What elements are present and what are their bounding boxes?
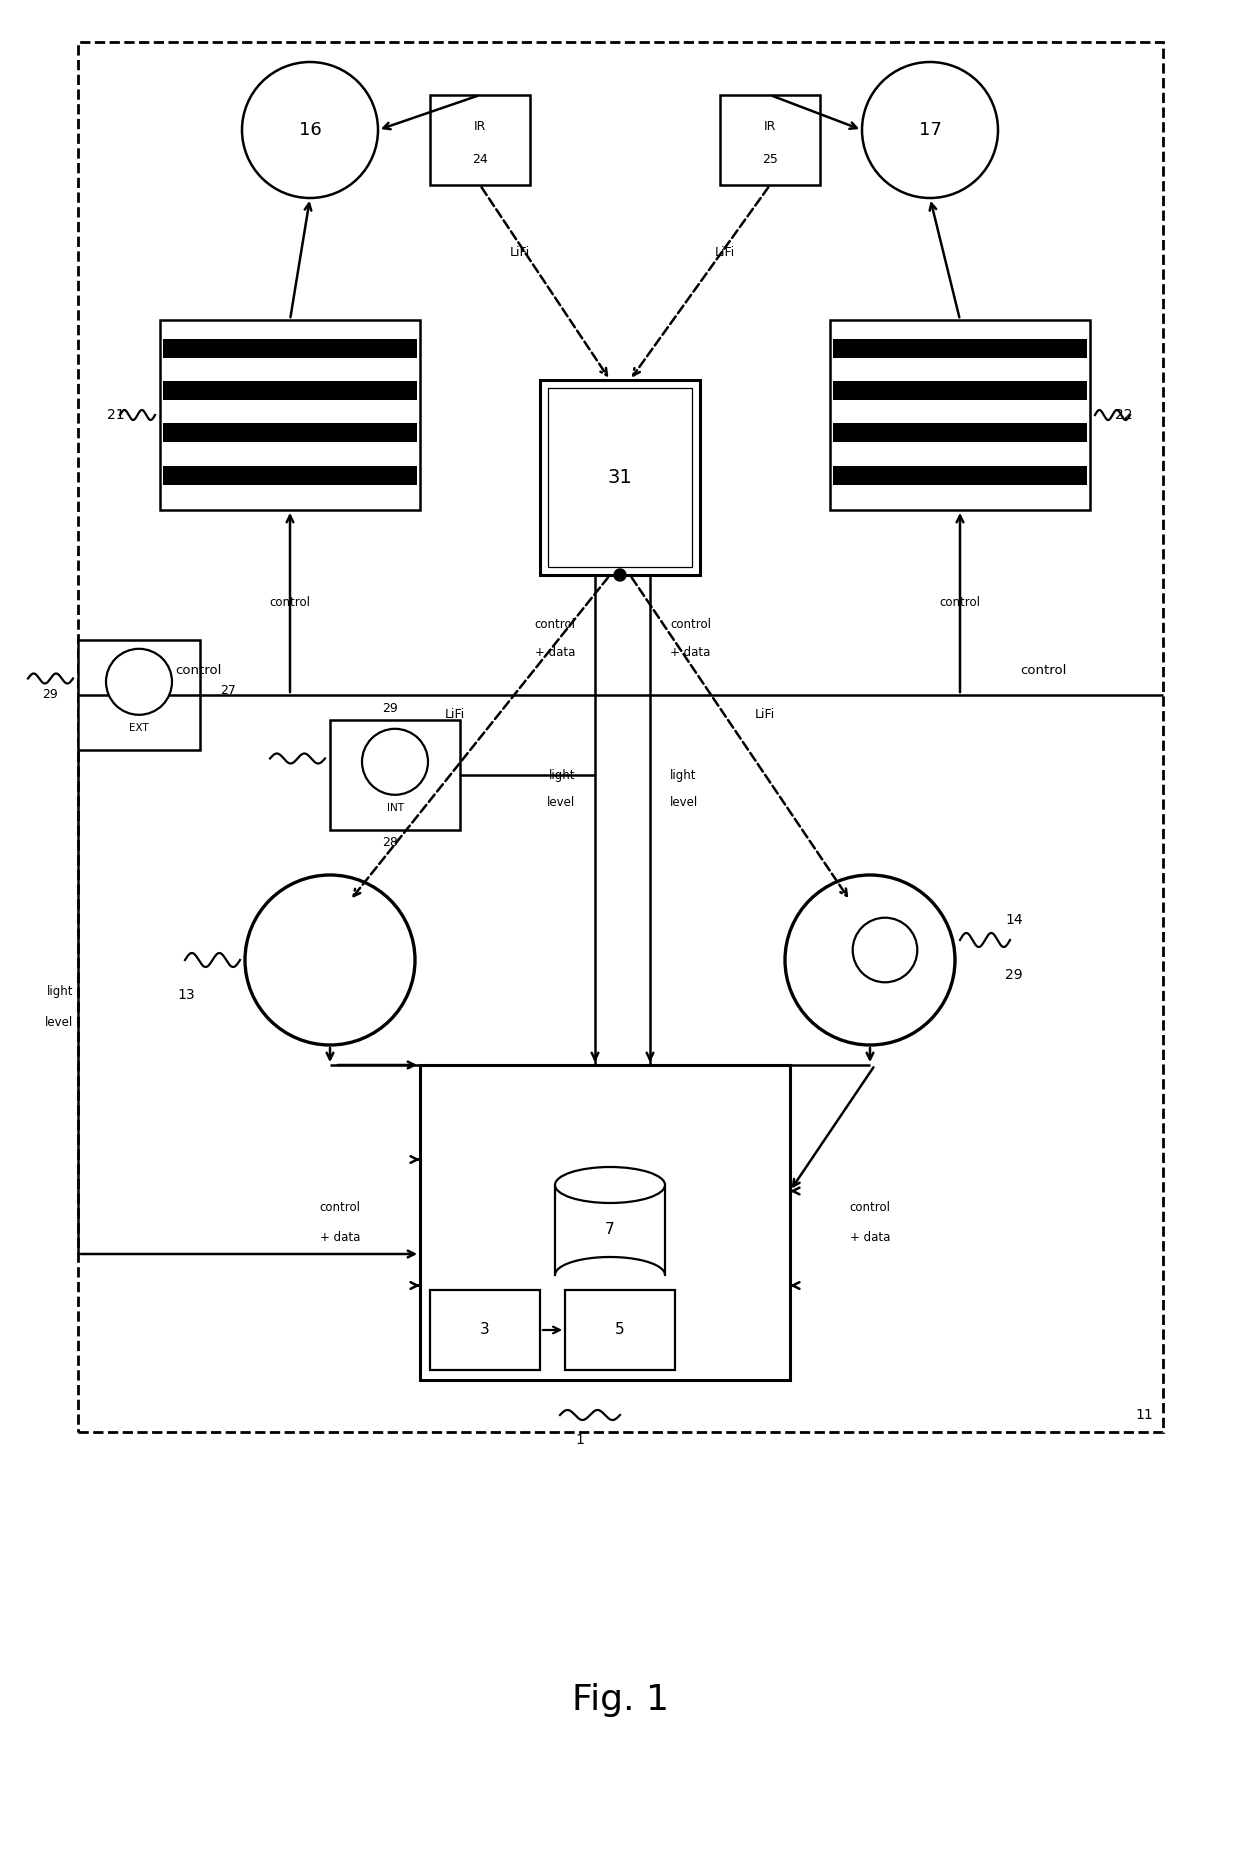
Text: LiFi: LiFi bbox=[755, 709, 775, 722]
Text: IR: IR bbox=[764, 120, 776, 133]
Bar bbox=[833, 339, 1087, 358]
Bar bbox=[833, 381, 1087, 399]
Text: control: control bbox=[670, 619, 711, 632]
Text: IR: IR bbox=[474, 120, 486, 133]
Text: control: control bbox=[1019, 664, 1066, 677]
Text: + data: + data bbox=[670, 647, 711, 660]
Bar bbox=[162, 465, 417, 484]
Text: 25: 25 bbox=[763, 154, 777, 167]
Text: level: level bbox=[670, 797, 698, 810]
Text: level: level bbox=[547, 797, 575, 810]
Text: 1: 1 bbox=[575, 1432, 584, 1448]
Bar bbox=[162, 339, 417, 358]
Text: INT: INT bbox=[387, 802, 403, 814]
Text: Fig. 1: Fig. 1 bbox=[572, 1684, 668, 1718]
Text: 5: 5 bbox=[615, 1322, 625, 1337]
Text: light: light bbox=[47, 986, 73, 999]
Bar bbox=[430, 1290, 539, 1371]
Text: 13: 13 bbox=[177, 988, 195, 1001]
Text: 29: 29 bbox=[1004, 968, 1023, 982]
Circle shape bbox=[242, 62, 378, 199]
Text: 16: 16 bbox=[299, 122, 321, 139]
Text: EXT: EXT bbox=[129, 724, 149, 733]
Ellipse shape bbox=[556, 1166, 665, 1204]
Bar bbox=[833, 465, 1087, 484]
Bar bbox=[548, 388, 692, 566]
Text: + data: + data bbox=[534, 647, 575, 660]
Circle shape bbox=[785, 876, 955, 1044]
Text: 24: 24 bbox=[472, 154, 487, 167]
Text: control: control bbox=[849, 1202, 890, 1213]
Text: control: control bbox=[175, 664, 221, 677]
Text: 17: 17 bbox=[919, 122, 941, 139]
Text: 21: 21 bbox=[108, 409, 125, 422]
Text: LiFi: LiFi bbox=[445, 709, 465, 722]
Bar bbox=[539, 381, 701, 576]
Text: control: control bbox=[269, 596, 310, 609]
Bar bbox=[78, 639, 200, 750]
Bar bbox=[420, 1065, 790, 1380]
Text: 3: 3 bbox=[480, 1322, 490, 1337]
Text: 29: 29 bbox=[382, 701, 398, 714]
Circle shape bbox=[105, 649, 172, 714]
Text: 28: 28 bbox=[382, 836, 398, 849]
Text: LiFi: LiFi bbox=[715, 246, 735, 259]
Text: light: light bbox=[670, 769, 697, 782]
Bar bbox=[162, 381, 417, 399]
Text: light: light bbox=[548, 769, 575, 782]
Text: 22: 22 bbox=[1115, 409, 1132, 422]
Text: control: control bbox=[320, 1202, 361, 1213]
Circle shape bbox=[614, 568, 626, 581]
Bar bbox=[720, 96, 820, 186]
Circle shape bbox=[362, 729, 428, 795]
Text: 29: 29 bbox=[42, 688, 58, 701]
Text: 14: 14 bbox=[1004, 913, 1023, 926]
Text: control: control bbox=[534, 619, 575, 632]
Text: control: control bbox=[940, 596, 981, 609]
Bar bbox=[830, 321, 1090, 510]
Text: 11: 11 bbox=[1136, 1408, 1153, 1421]
Circle shape bbox=[246, 876, 415, 1044]
Text: 7: 7 bbox=[605, 1222, 615, 1238]
Bar bbox=[78, 41, 1163, 1432]
Text: 27: 27 bbox=[219, 684, 236, 696]
Circle shape bbox=[862, 62, 998, 199]
Bar bbox=[565, 1290, 675, 1371]
Circle shape bbox=[853, 917, 918, 982]
Bar bbox=[430, 96, 529, 186]
Bar bbox=[833, 424, 1087, 442]
Bar bbox=[330, 720, 460, 831]
Text: + data: + data bbox=[849, 1232, 890, 1243]
Bar bbox=[160, 321, 420, 510]
Text: LiFi: LiFi bbox=[510, 246, 531, 259]
Text: level: level bbox=[45, 1016, 73, 1029]
Text: 31: 31 bbox=[608, 469, 632, 488]
Text: + data: + data bbox=[320, 1232, 360, 1243]
Bar bbox=[162, 424, 417, 442]
